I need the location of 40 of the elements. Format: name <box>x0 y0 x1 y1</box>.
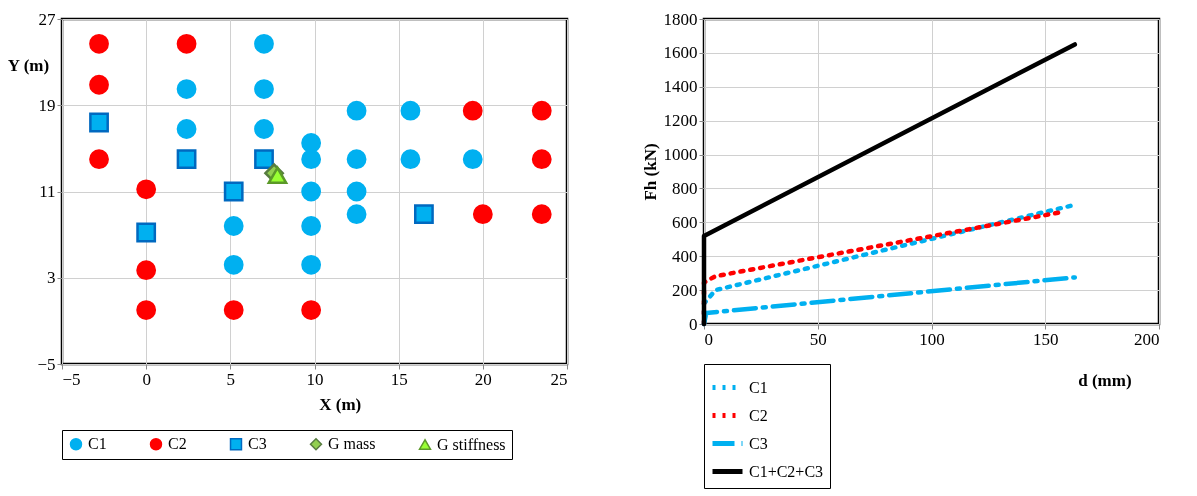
x-tick-label: 25 <box>550 369 568 389</box>
x-tick-label: 20 <box>474 369 492 389</box>
x-tick-label: 200 <box>1134 329 1160 349</box>
y-tick-label: 1200 <box>663 111 698 131</box>
x-tick-label: 10 <box>306 369 324 389</box>
y-tick-label: 19 <box>38 95 56 115</box>
y-tick-label: 1800 <box>663 9 698 29</box>
y-tick-label: 0 <box>689 314 698 334</box>
x-tick-label: 15 <box>390 369 408 389</box>
legend-label: C1 <box>88 435 107 453</box>
x-axis-title: X (m) <box>319 394 362 414</box>
x-tick-label: 150 <box>1033 329 1059 349</box>
y-tick-label: 3 <box>47 268 56 288</box>
y-tick-label: 27 <box>38 9 56 29</box>
x-axis-title: d (mm) <box>1078 370 1132 390</box>
y-tick-label: 1000 <box>663 145 698 165</box>
y-tick-label: 400 <box>672 246 698 266</box>
y-axis-title: Fh (kN) <box>640 143 660 201</box>
x-tick-label: 50 <box>809 329 827 349</box>
legend-label: G mass <box>328 435 376 453</box>
y-tick-label: 1400 <box>663 77 698 97</box>
legend-label: G stiffness <box>437 435 506 453</box>
x-tick-label: 100 <box>919 329 945 349</box>
x-tick-label: 0 <box>704 329 713 349</box>
y-tick-label: 1600 <box>663 43 698 63</box>
y-tick-label: 600 <box>672 212 698 232</box>
legend-label: C3 <box>749 434 768 452</box>
x-tick-label: 5 <box>226 369 236 389</box>
y-axis-title: Y (m) <box>7 55 50 75</box>
y-tick-label: 11 <box>39 182 56 201</box>
x-tick-label: 0 <box>142 369 151 389</box>
y-tick-label: 200 <box>672 280 698 300</box>
legend-label: C1 <box>749 378 768 396</box>
legend-label: C3 <box>248 435 267 453</box>
y-tick-label: 800 <box>672 178 698 198</box>
legend-label: C1+C2+C3 <box>749 462 824 480</box>
x-tick-label: −5 <box>62 369 81 389</box>
legend-label: C2 <box>749 406 768 424</box>
legend-label: C2 <box>168 435 187 453</box>
y-tick-label: −5 <box>37 354 56 374</box>
